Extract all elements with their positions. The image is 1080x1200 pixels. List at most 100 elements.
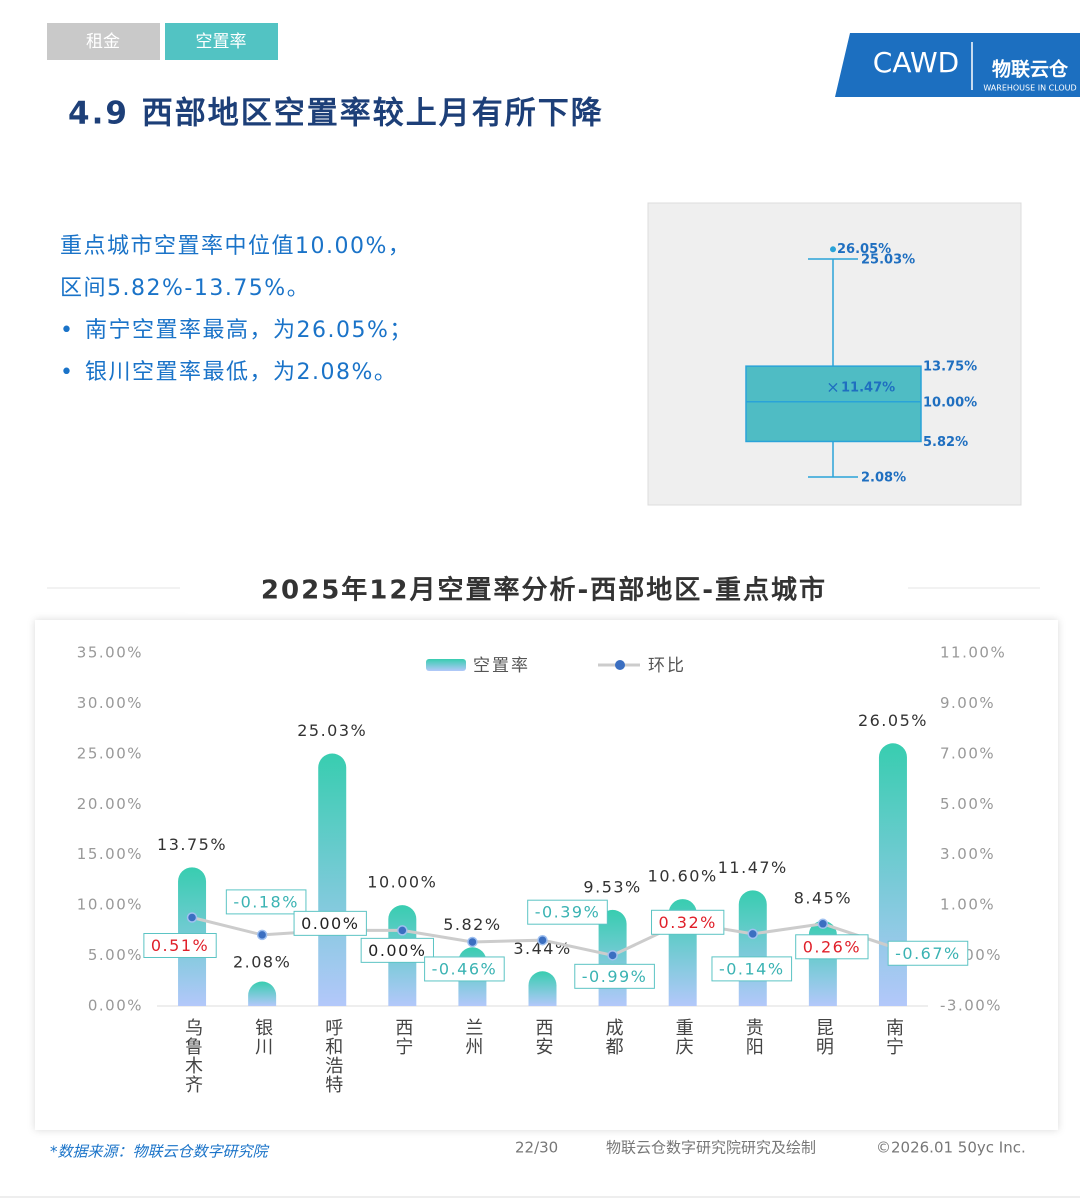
bar xyxy=(528,971,557,1006)
legend-marker xyxy=(615,660,625,670)
line-marker xyxy=(467,936,478,948)
line-label-box xyxy=(143,932,217,958)
x-tick-label: 贵阳 xyxy=(743,1018,764,1056)
bar xyxy=(738,890,767,1006)
bar-value-label: 26.05% xyxy=(858,711,928,730)
line-label-box xyxy=(711,956,793,982)
line-marker xyxy=(537,934,548,946)
x-tick-label: 兰州 xyxy=(462,1018,483,1056)
y2-tick-label: 11.00% xyxy=(940,644,1006,662)
line-marker xyxy=(186,912,198,923)
bar-value-label: 2.08% xyxy=(233,953,291,972)
line-value-label: 0.26% xyxy=(803,937,861,956)
line-marker xyxy=(747,928,759,940)
bullet: • xyxy=(60,360,74,385)
box-label: 10.00% xyxy=(923,395,977,410)
y-tick-label: 0.00% xyxy=(88,997,143,1015)
legend-label: 环比 xyxy=(648,656,686,676)
line-value-label: 0.00% xyxy=(301,914,359,933)
line-label-box xyxy=(527,899,608,925)
y-tick-label: 10.00% xyxy=(77,896,143,914)
boxplot-panel xyxy=(647,202,1022,506)
y-tick-label: 20.00% xyxy=(77,795,143,813)
logo-text: CAWD xyxy=(873,46,959,79)
line-value-label: -0.39% xyxy=(535,903,601,922)
y2-tick-label: 3.00% xyxy=(940,845,995,863)
line-value-label: 0.00% xyxy=(368,941,426,960)
y2-tick-label: -3.00% xyxy=(940,997,1002,1015)
line-value-label: -0.14% xyxy=(719,959,785,978)
copyright: ©2026.01 50yc Inc. xyxy=(876,1139,1026,1157)
boxplot: × 11.47% 26.05% 2.08% 5.82% 10.00% 13.75% 25.03… xyxy=(745,242,977,486)
line-value-label: -0.18% xyxy=(233,892,299,911)
tab-label[interactable]: 空置率 xyxy=(196,32,247,52)
heading: 4.9 西部地区空置率较上月有所下降 xyxy=(68,96,604,132)
bar-chart: 0.00% 5.00% 10.00% 15.00% 20.00% 25.00% 30.00%… xyxy=(77,644,1006,1095)
line-label-box xyxy=(574,963,655,989)
summary-line: 银川空置率最低，为2.08%。 xyxy=(85,360,397,385)
x-tick-label: 西安 xyxy=(533,1018,554,1056)
line-value-label: -0.67% xyxy=(895,944,961,963)
line-value-label: 0.51% xyxy=(151,936,209,955)
line-marker xyxy=(607,950,618,961)
line-value-label: 0.32% xyxy=(659,913,717,932)
box-label: 25.03% xyxy=(861,253,915,268)
mean-label: 11.47% xyxy=(841,380,895,395)
y2-tick-label: 7.00% xyxy=(940,744,995,762)
bar xyxy=(248,981,277,1006)
line-label-box xyxy=(360,937,434,963)
bar-value-label: 11.47% xyxy=(718,858,788,877)
y-tick-label: 5.00% xyxy=(88,946,143,964)
box xyxy=(745,365,922,443)
legend-label: 空置率 xyxy=(473,656,530,676)
bar-value-label: 13.75% xyxy=(157,835,227,854)
line-label-box xyxy=(651,909,725,935)
bar xyxy=(808,920,837,1006)
line-label-box xyxy=(293,910,367,936)
box-label: 5.82% xyxy=(923,435,968,450)
x-tick-label: 银川 xyxy=(252,1018,273,1056)
tab[interactable] xyxy=(47,23,160,60)
line-value-label: -0.46% xyxy=(432,959,498,978)
outlier-label: 26.05% xyxy=(837,242,891,257)
bar-value-label: 5.82% xyxy=(443,915,501,934)
y2-tick-label: 5.00% xyxy=(940,795,995,813)
bar-value-label: 8.45% xyxy=(794,888,852,907)
bar-value-label: 10.60% xyxy=(648,867,718,886)
x-tick-label: 南宁 xyxy=(883,1018,904,1056)
box-label: 2.08% xyxy=(861,471,906,486)
x-tick-label: 重庆 xyxy=(673,1018,694,1056)
line-marker xyxy=(397,925,408,936)
legend-swatch xyxy=(426,659,466,671)
line-label-box xyxy=(887,940,969,966)
page-number: 22/30 xyxy=(515,1139,558,1157)
summary-line: 重点城市空置率中位值10.00%， xyxy=(60,234,411,259)
mean-marker: × xyxy=(826,377,839,396)
credit: 物联云仓数字研究院研究及绘制 xyxy=(606,1139,816,1157)
tab-label[interactable]: 租金 xyxy=(86,32,120,52)
outlier xyxy=(830,246,836,253)
summary-line: 区间5.82%-13.75%。 xyxy=(60,276,310,301)
y-tick-label: 30.00% xyxy=(77,694,143,712)
line-label-box xyxy=(225,889,307,915)
x-tick-label: 昆明 xyxy=(813,1018,834,1056)
y-tick-label: 25.00% xyxy=(77,744,143,762)
line-label-box xyxy=(795,934,869,960)
logo-brand-sub: WAREHOUSE IN CLOUD xyxy=(983,84,1076,93)
y-tick-label: 15.00% xyxy=(77,845,143,863)
bar xyxy=(878,743,907,1006)
bar-value-label: 9.53% xyxy=(583,877,641,896)
x-tick-label: 呼和浩特 xyxy=(322,1018,343,1094)
y2-tick-label: 1.00% xyxy=(940,896,995,914)
logo-bg xyxy=(835,33,1080,97)
box-label: 13.75% xyxy=(923,360,977,375)
x-tick-label: 西宁 xyxy=(392,1018,413,1056)
source: *数据来源：物联云仓数字研究院 xyxy=(50,1143,270,1161)
y2-tick-label: 9.00% xyxy=(940,694,995,712)
y-tick-label: 35.00% xyxy=(77,644,143,662)
line-marker xyxy=(256,929,268,941)
tab[interactable] xyxy=(165,23,278,60)
line-value-label: -0.99% xyxy=(582,967,648,986)
logo-brand: 物联云仓 xyxy=(992,58,1069,81)
